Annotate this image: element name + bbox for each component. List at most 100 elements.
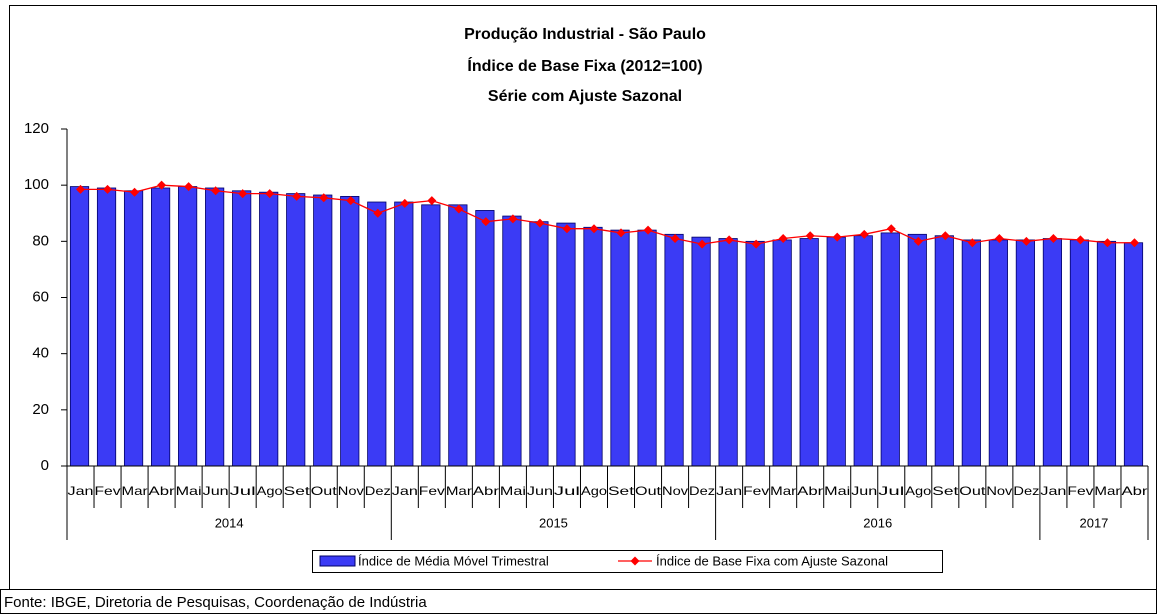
bar — [421, 204, 441, 467]
x-tick-label: Abr — [1121, 484, 1147, 498]
bar — [448, 204, 468, 467]
x-tick-label: Mai — [500, 484, 526, 498]
line-marker — [292, 191, 302, 201]
bar — [934, 235, 954, 467]
x-tick-label: Jan — [716, 484, 742, 498]
x-tick-label: Dez — [365, 484, 391, 498]
line-marker — [373, 208, 383, 218]
line-marker — [589, 224, 599, 234]
year-label: 2015 — [539, 515, 568, 530]
line-marker — [535, 218, 545, 228]
bar — [178, 186, 198, 467]
x-tick-label: Dez — [689, 484, 715, 498]
x-tick-label: Mai — [824, 484, 850, 498]
bar — [610, 229, 630, 467]
line-marker — [76, 184, 86, 194]
x-tick-label: Set — [608, 484, 635, 498]
bar — [205, 187, 225, 467]
x-tick-label: Jan — [1040, 484, 1066, 498]
line-marker — [184, 182, 194, 192]
line-marker — [1129, 238, 1139, 248]
x-tick-label: Fev — [1067, 484, 1093, 498]
bar — [637, 229, 657, 467]
x-tick-label: Nov — [986, 484, 1012, 498]
line-marker — [832, 232, 842, 242]
year-label: 2014 — [215, 515, 244, 530]
bar — [556, 222, 576, 467]
x-tick-label: Ago — [257, 484, 283, 498]
line-marker — [697, 239, 707, 249]
line-marker — [616, 228, 626, 238]
line-marker — [1021, 236, 1031, 246]
bar — [313, 194, 333, 467]
bar — [1042, 238, 1063, 467]
x-tick-label: Abr — [149, 484, 175, 498]
y-tick-label: 20 — [32, 401, 49, 418]
source: Fonte: IBGE, Diretoria de Pesquisas, Coo… — [4, 594, 427, 611]
line-marker — [238, 189, 248, 199]
chart-title: Série com Ajuste Sazonal — [488, 88, 682, 105]
x-tick-label: Jul — [878, 484, 904, 498]
bar — [286, 193, 306, 467]
x-tick-label: Out — [311, 484, 338, 498]
chart-title: Produção Industrial - São Paulo — [464, 26, 706, 43]
bar — [502, 215, 522, 467]
bar — [367, 201, 387, 467]
bar — [340, 195, 360, 467]
x-tick-label: Jan — [68, 484, 94, 498]
bar — [475, 210, 495, 467]
bar — [232, 190, 252, 467]
bar — [907, 233, 927, 467]
x-tick-label: Out — [959, 484, 986, 498]
line-marker — [670, 234, 680, 244]
y-tick-label: 100 — [24, 176, 49, 193]
bar — [1015, 239, 1035, 467]
x-tick-label: Set — [932, 484, 959, 498]
source-border — [0, 589, 1157, 614]
line-marker — [346, 196, 356, 206]
bar — [961, 239, 981, 467]
x-tick-label: Nov — [662, 484, 688, 498]
bar — [745, 240, 765, 467]
line-marker — [967, 238, 977, 248]
bar — [664, 233, 684, 467]
x-tick-label: Mar — [1094, 484, 1120, 498]
line-marker — [751, 239, 761, 249]
x-tick-label: Jun — [203, 484, 229, 498]
line-marker — [724, 235, 734, 245]
x-tick-label: Abr — [473, 484, 499, 498]
x-tick-label: Set — [284, 484, 311, 498]
x-tick-label: Ago — [905, 484, 931, 498]
bar — [529, 221, 549, 467]
line-marker — [940, 231, 950, 241]
line — [80, 184, 1135, 245]
bar — [1069, 239, 1090, 467]
line-marker — [211, 186, 221, 196]
line-marker — [400, 198, 410, 208]
x-tick-label: Fev — [419, 484, 445, 498]
y-tick-label: 80 — [32, 232, 49, 249]
x-tick-label: Fev — [743, 484, 769, 498]
x-tick-label: Jun — [527, 484, 553, 498]
bar — [69, 186, 90, 467]
y-tick-label: 0 — [41, 457, 49, 474]
bar — [691, 236, 711, 467]
bar — [799, 238, 819, 467]
bar — [853, 235, 873, 467]
x-tick-label: Mar — [122, 484, 148, 498]
legend-swatch — [630, 556, 640, 566]
line-marker — [454, 204, 464, 214]
x-tick-label: Jul — [554, 484, 580, 498]
bar — [96, 187, 117, 467]
x-tick-label: Nov — [338, 484, 364, 498]
y-tick-label: 60 — [32, 288, 49, 305]
bar — [988, 239, 1008, 467]
chart-title: Índice de Base Fixa (2012=100) — [467, 56, 702, 75]
line-marker — [1075, 235, 1085, 245]
line-marker — [130, 187, 140, 197]
x-tick-label: Ago — [581, 484, 607, 498]
line-marker — [778, 234, 788, 244]
x-tick-label: Jan — [392, 484, 418, 498]
bar — [718, 238, 738, 467]
x-tick-label: Mai — [176, 484, 202, 498]
